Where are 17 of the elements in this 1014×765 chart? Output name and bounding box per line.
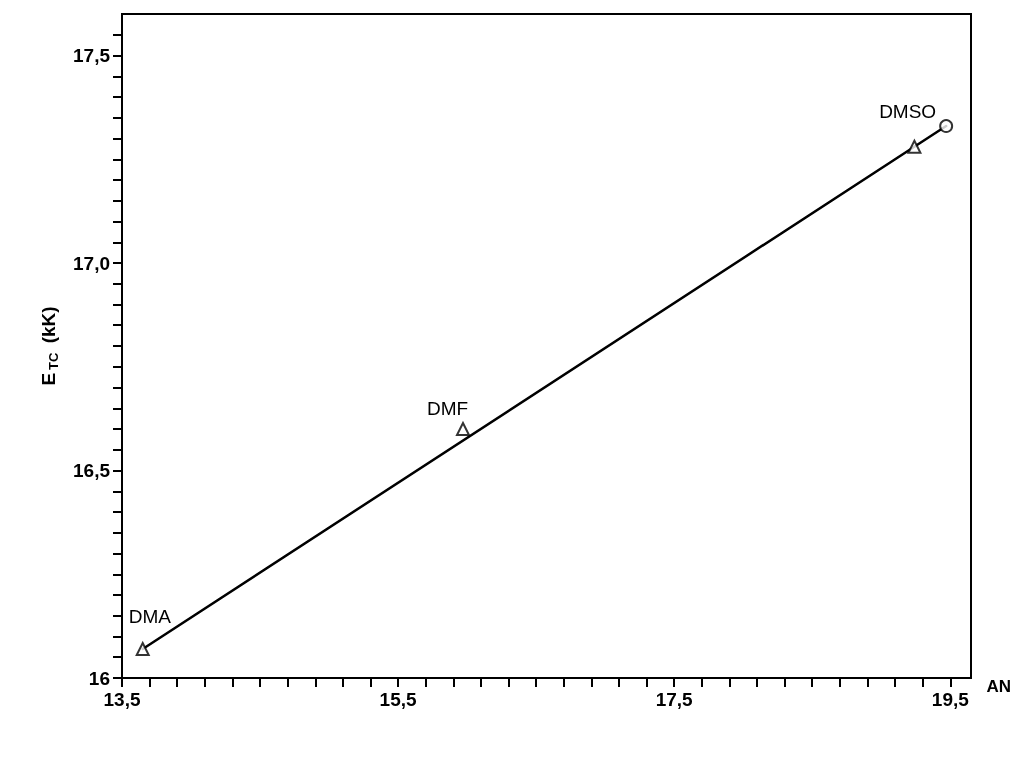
- y-tick-label: 16: [88, 667, 110, 689]
- annotation: DMF: [426, 398, 469, 419]
- point: [455, 422, 470, 436]
- y-tick-label: 16,5: [73, 460, 111, 481]
- y-tick-label: 17,0: [73, 252, 110, 274]
- x-axis-title: AN: [986, 677, 1011, 696]
- x-tick-label: 15,5: [379, 689, 418, 710]
- x-tick-label: 13,5: [103, 689, 141, 710]
- y-axis-title: ETC (kK): [38, 306, 61, 386]
- point: [907, 139, 922, 154]
- point: [939, 119, 954, 134]
- annotation: DMSO: [879, 101, 937, 123]
- x-tick-label: 19,5: [931, 689, 970, 710]
- y-tick-label: 17,5: [73, 45, 111, 66]
- annotation: DMA: [128, 605, 172, 627]
- x-tick-label: 17,5: [655, 689, 694, 710]
- point: [135, 641, 150, 656]
